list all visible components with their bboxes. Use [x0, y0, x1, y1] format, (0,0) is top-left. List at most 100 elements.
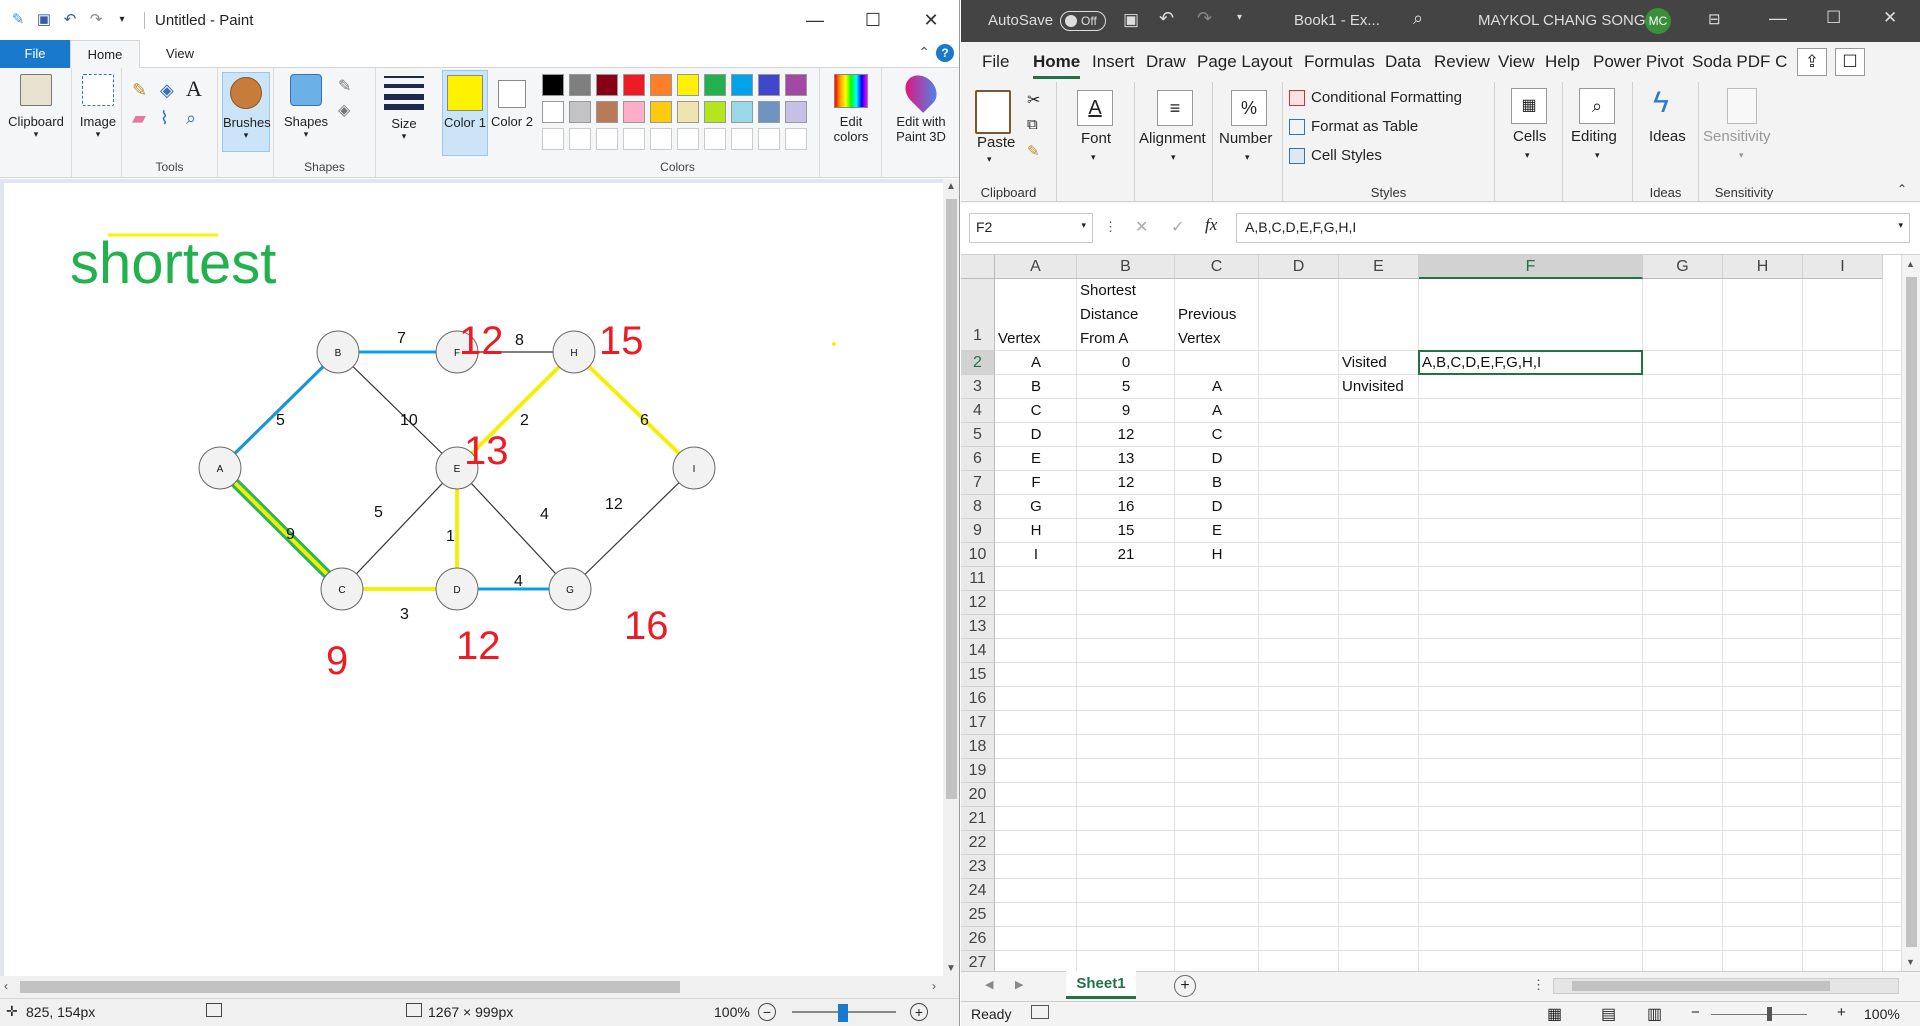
- page-layout-view-icon[interactable]: ▤: [1601, 1006, 1617, 1023]
- palette-swatch[interactable]: [785, 101, 807, 123]
- paste-label[interactable]: Paste: [977, 134, 1016, 151]
- shape-fill-icon[interactable]: ◈: [338, 102, 351, 119]
- palette-swatch[interactable]: [542, 101, 564, 123]
- column-header-e[interactable]: E: [1339, 255, 1419, 279]
- copy-icon[interactable]: ⧉: [1027, 116, 1038, 133]
- column-header-i[interactable]: I: [1803, 255, 1883, 279]
- ideas-label[interactable]: Ideas: [1649, 128, 1686, 145]
- palette-swatch[interactable]: [731, 74, 753, 96]
- color1-button[interactable]: Color 1: [442, 70, 488, 156]
- zoom-slider-thumb[interactable]: [838, 1004, 848, 1022]
- undo-icon[interactable]: ↶: [1159, 8, 1175, 28]
- custom-color-slot[interactable]: [623, 128, 645, 150]
- row-header[interactable]: 17: [961, 711, 995, 735]
- tab-power-pivot[interactable]: Power Pivot: [1593, 52, 1684, 71]
- horizontal-scrollbar[interactable]: [1553, 978, 1899, 994]
- close-button[interactable]: ✕: [923, 9, 939, 30]
- cell-vertex[interactable]: E: [1030, 450, 1041, 467]
- paste-icon[interactable]: [975, 90, 1011, 134]
- canvas-horizontal-scrollbar[interactable]: ‹ ›: [0, 976, 959, 998]
- comments-icon[interactable]: ☐: [1835, 48, 1865, 76]
- header-previous[interactable]: Previous: [1178, 306, 1237, 323]
- conditional-formatting-button[interactable]: Conditional Formatting: [1311, 89, 1462, 106]
- header-shortest[interactable]: Shortest: [1080, 282, 1136, 299]
- format-painter-icon[interactable]: ✎: [1027, 143, 1040, 160]
- custom-color-slot[interactable]: [596, 128, 618, 150]
- cell-previous[interactable]: H: [1211, 546, 1223, 563]
- column-header-d[interactable]: D: [1259, 255, 1339, 279]
- font-icon[interactable]: A: [1077, 90, 1113, 126]
- insert-function-icon[interactable]: fx: [1205, 215, 1218, 234]
- cell-distance[interactable]: 15: [1117, 522, 1135, 539]
- undo-icon[interactable]: ↶: [63, 11, 77, 28]
- font-label[interactable]: Font: [1081, 130, 1112, 147]
- normal-view-icon[interactable]: ▦: [1547, 1006, 1563, 1023]
- custom-color-slot[interactable]: [569, 128, 591, 150]
- formula-input[interactable]: A,B,C,D,E,F,G,H,I ▾: [1236, 213, 1910, 243]
- column-header-b[interactable]: B: [1077, 255, 1175, 279]
- color-picker-icon[interactable]: ⌇: [160, 108, 169, 128]
- row-header[interactable]: 4: [961, 399, 995, 423]
- row-header[interactable]: 15: [961, 663, 995, 687]
- row-header[interactable]: 18: [961, 735, 995, 759]
- eraser-icon[interactable]: ▰: [132, 108, 146, 128]
- cell-previous[interactable]: A: [1211, 402, 1222, 419]
- column-header-h[interactable]: H: [1723, 255, 1803, 279]
- palette-swatch[interactable]: [569, 74, 591, 96]
- palette-swatch[interactable]: [542, 74, 564, 96]
- row-header[interactable]: 2: [961, 351, 995, 375]
- tab-view[interactable]: View: [1498, 52, 1535, 71]
- cell-distance[interactable]: 16: [1117, 498, 1135, 515]
- row-header[interactable]: 10: [961, 543, 995, 567]
- palette-swatch[interactable]: [785, 74, 807, 96]
- drawing-canvas[interactable]: shortest 5 7 8 10 2 6 9 5 1 4 12 3 4 A B F H E I C D G 12 15 13 9 1…: [4, 183, 943, 976]
- zoom-out-button[interactable]: −: [758, 1003, 776, 1021]
- zoom-out-button[interactable]: −: [1691, 1004, 1700, 1021]
- editing-label[interactable]: Editing: [1571, 128, 1617, 145]
- cell-distance[interactable]: 12: [1117, 474, 1135, 491]
- custom-color-slot[interactable]: [704, 128, 726, 150]
- shapes-button[interactable]: Shapes ▾: [280, 74, 332, 140]
- customize-qat-icon[interactable]: ▾: [119, 14, 125, 25]
- row-header[interactable]: 11: [961, 567, 995, 591]
- cell-vertex[interactable]: G: [1030, 498, 1042, 515]
- tab-help[interactable]: Help: [1545, 52, 1580, 71]
- new-sheet-button[interactable]: +: [1174, 975, 1196, 997]
- cell-vertex[interactable]: I: [1033, 546, 1039, 563]
- cell-unvisited-label[interactable]: Unvisited: [1342, 378, 1404, 395]
- find-icon[interactable]: ⌕: [1579, 88, 1615, 124]
- row-header[interactable]: 19: [961, 759, 995, 783]
- tab-page-layout[interactable]: Page Layout: [1197, 52, 1293, 71]
- row-header[interactable]: 7: [961, 471, 995, 495]
- prev-sheet-icon[interactable]: ◀: [985, 979, 994, 991]
- tab-draw[interactable]: Draw: [1146, 52, 1186, 71]
- row-header[interactable]: 9: [961, 519, 995, 543]
- cell-previous[interactable]: C: [1211, 426, 1223, 443]
- header-from-a[interactable]: From A: [1080, 330, 1129, 347]
- cell-visited-label[interactable]: Visited: [1342, 354, 1387, 371]
- alignment-icon[interactable]: ≡: [1157, 90, 1193, 126]
- next-sheet-icon[interactable]: ▶: [1015, 979, 1024, 991]
- macro-record-icon[interactable]: [1031, 1005, 1049, 1019]
- size-button[interactable]: Size ▾: [380, 74, 428, 142]
- row-header[interactable]: 26: [961, 927, 995, 951]
- pencil-icon[interactable]: ✎: [132, 80, 148, 100]
- tab-soda-pdf[interactable]: Soda PDF Creat: [1692, 52, 1788, 71]
- column-header-g[interactable]: G: [1643, 255, 1723, 279]
- palette-swatch[interactable]: [650, 101, 672, 123]
- cell-previous[interactable]: D: [1211, 450, 1223, 467]
- custom-color-slot[interactable]: [677, 128, 699, 150]
- tab-review[interactable]: Review: [1434, 52, 1490, 71]
- autosave-toggle[interactable]: Off: [1060, 11, 1106, 31]
- clipboard-button[interactable]: Clipboard ▾: [6, 74, 66, 140]
- help-icon[interactable]: ?: [936, 44, 954, 62]
- palette-swatch[interactable]: [650, 74, 672, 96]
- color2-button[interactable]: Color 2: [490, 70, 534, 156]
- cell-distance[interactable]: 13: [1117, 450, 1135, 467]
- close-button[interactable]: ✕: [1883, 8, 1898, 27]
- row-header[interactable]: 20: [961, 783, 995, 807]
- cell-vertex[interactable]: D: [1030, 426, 1042, 443]
- row-header[interactable]: 16: [961, 687, 995, 711]
- cell-previous[interactable]: D: [1211, 498, 1223, 515]
